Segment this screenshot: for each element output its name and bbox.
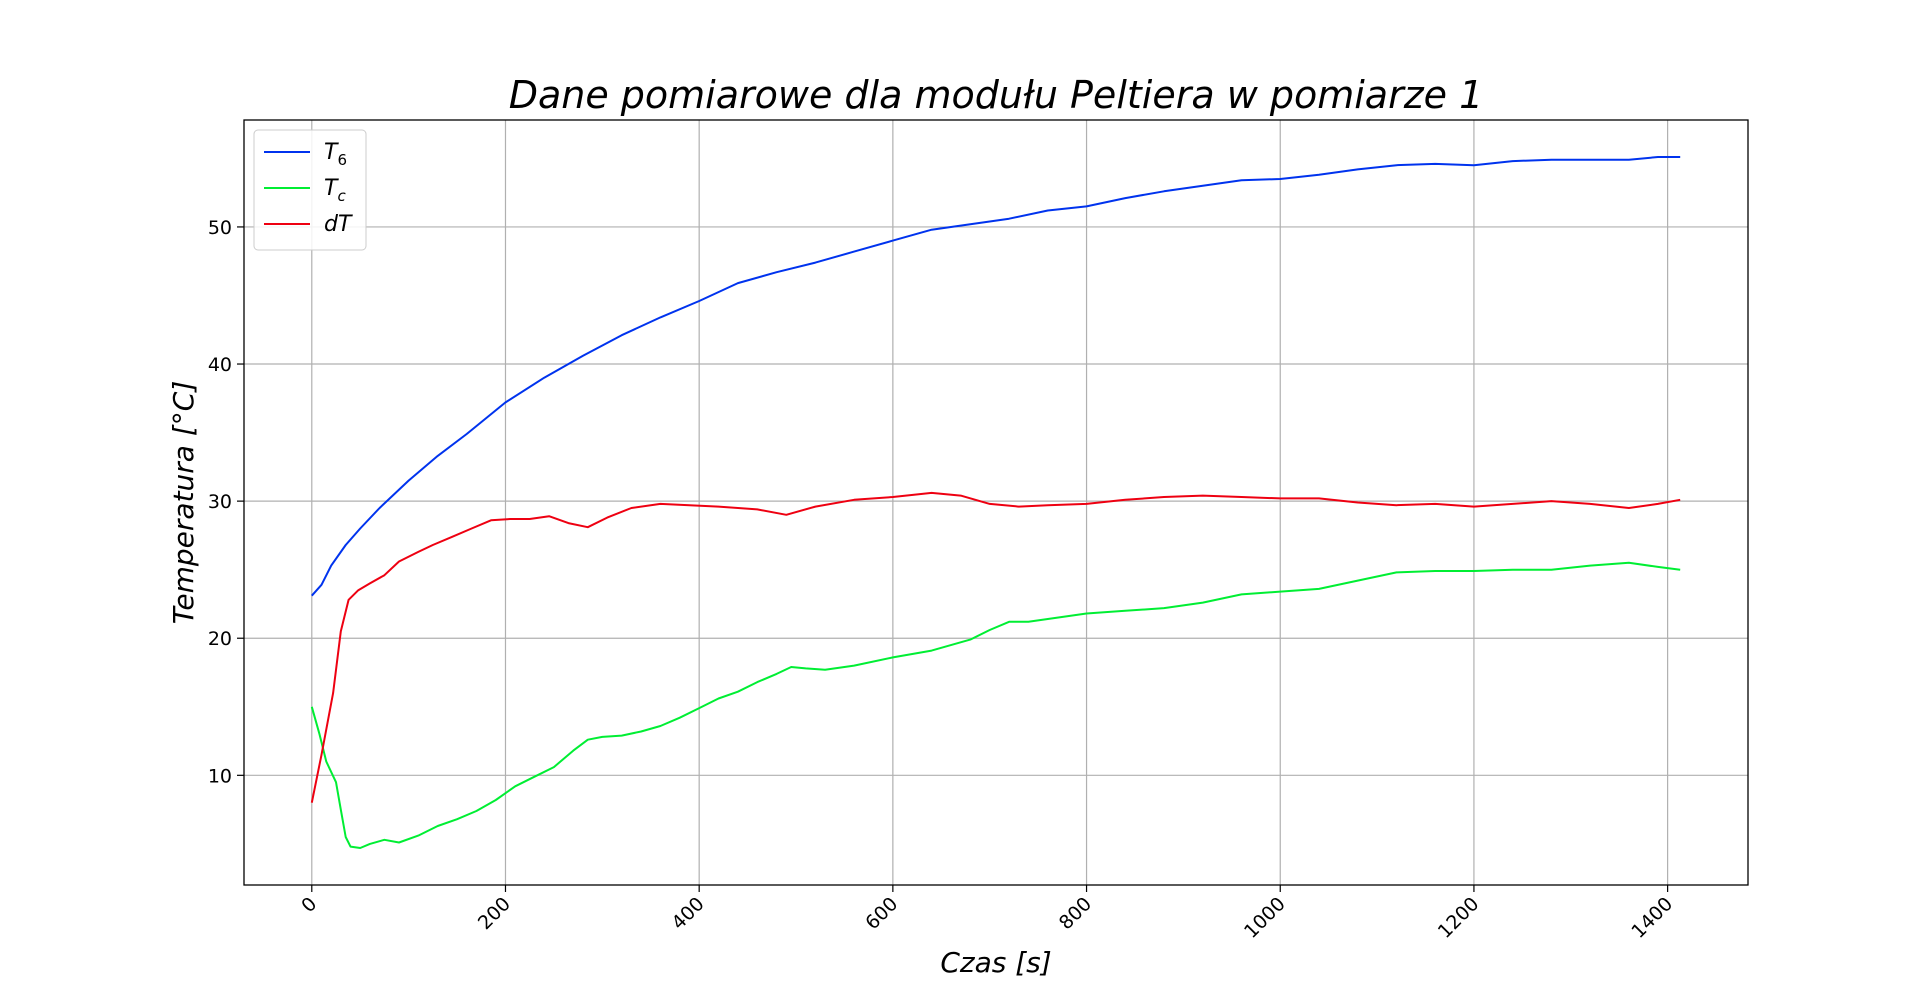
x-tick-label: 0 <box>297 893 321 917</box>
series-line-dt <box>310 491 1681 803</box>
y-tick-label: 30 <box>208 491 232 513</box>
series-line-t6 <box>311 156 1681 597</box>
y-tick-label: 20 <box>208 628 232 650</box>
x-tick-label: 1000 <box>1240 893 1290 943</box>
plot-area-frame <box>243 119 1749 886</box>
legend-label-tc: Tc <box>324 176 346 205</box>
chart-title: Dane pomiarowe dla modułu Peltiera w pom… <box>509 73 1484 117</box>
x-tick-label: 200 <box>474 893 515 934</box>
x-tick-label: 400 <box>668 893 709 934</box>
legend-label-t6: T6 <box>324 140 347 169</box>
grid <box>244 120 1748 885</box>
y-axis-label: Temperatura [°C] <box>167 381 200 625</box>
y-tick-label: 50 <box>208 217 232 239</box>
x-tick-label: 1200 <box>1434 893 1484 943</box>
ticks: 0 200 400 600 800 1000 1200 1400 10 20 30 40 50 <box>208 217 1677 943</box>
legend-label-dt: dT <box>324 212 353 237</box>
x-tick-label: 1400 <box>1627 893 1677 943</box>
x-tick-label: 800 <box>1055 893 1096 934</box>
y-tick-label: 10 <box>208 765 232 787</box>
legend-box <box>253 129 367 251</box>
x-tick-label: 600 <box>861 893 902 934</box>
legend: T6 Tc dT <box>253 129 367 251</box>
series-group <box>310 156 1681 849</box>
y-tick-label: 40 <box>208 354 232 376</box>
x-axis-label: Czas [s] <box>940 946 1051 979</box>
series-line-tc <box>310 561 1681 849</box>
